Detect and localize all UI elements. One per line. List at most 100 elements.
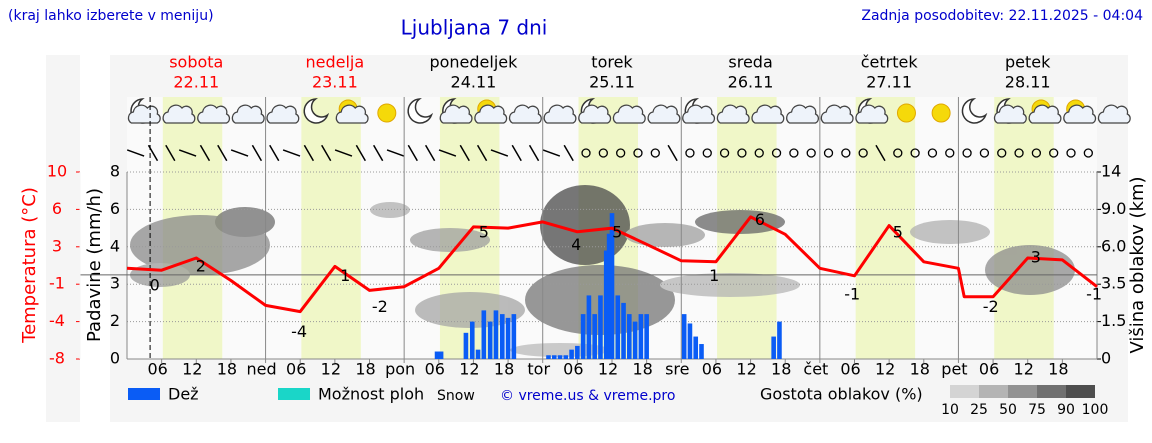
y3-tick-label: 9.0 bbox=[1101, 199, 1126, 218]
wind-barb bbox=[490, 149, 509, 157]
rain-bar bbox=[586, 295, 592, 359]
rain-bar bbox=[463, 332, 469, 359]
rain-bar bbox=[621, 302, 626, 359]
cloud-legend-tick: 50 bbox=[999, 402, 1017, 418]
daylight-band bbox=[855, 97, 916, 359]
y3-tick-label: 0 bbox=[1101, 349, 1111, 368]
calm-wind bbox=[823, 148, 834, 158]
daylight-band bbox=[994, 97, 1054, 359]
cloud bbox=[1028, 104, 1062, 124]
x-tick-label: čet bbox=[803, 360, 828, 379]
temperature-label: -2 bbox=[372, 297, 388, 316]
rain-bar bbox=[627, 314, 632, 359]
y-tick-label: 4 bbox=[110, 236, 120, 255]
hint: (kraj lahko izberete v meniju) bbox=[8, 8, 214, 24]
rain-bar bbox=[638, 314, 644, 359]
rain-bar bbox=[580, 314, 586, 359]
y-tick-label: 6 bbox=[110, 199, 120, 218]
calm-wind bbox=[945, 148, 955, 158]
rain-bar bbox=[487, 321, 493, 359]
calm-wind bbox=[910, 148, 920, 158]
snow-label: Snow bbox=[437, 388, 475, 404]
calm-wind bbox=[962, 148, 972, 158]
cloud-blob bbox=[215, 207, 275, 237]
x-tick-label: 12 bbox=[875, 360, 895, 379]
day-date: 24.11 bbox=[451, 73, 497, 92]
day-date: 25.11 bbox=[589, 73, 635, 92]
wind-barb bbox=[373, 144, 384, 162]
rain-bar bbox=[438, 351, 444, 359]
cloud bbox=[993, 104, 1027, 124]
rain-bar bbox=[546, 355, 551, 359]
cloud bbox=[751, 104, 785, 124]
y-tick-label: 3 bbox=[110, 274, 120, 293]
rain-bar bbox=[598, 295, 603, 359]
wind-barb bbox=[178, 149, 197, 157]
rain-bar bbox=[557, 355, 563, 359]
rain-bar bbox=[575, 345, 580, 359]
x-tick-label: 18 bbox=[771, 360, 791, 379]
wind-barbs bbox=[126, 144, 1093, 162]
wind-barb bbox=[355, 144, 366, 162]
x-tick-label: 12 bbox=[182, 360, 202, 379]
cloud bbox=[266, 104, 300, 124]
cloud bbox=[682, 104, 716, 124]
y-tick-label: 0 bbox=[110, 349, 120, 368]
wind-barb bbox=[476, 144, 488, 162]
temperature-label: -2 bbox=[983, 297, 999, 316]
cloud bbox=[1063, 104, 1097, 124]
day-name: ponedeljek bbox=[429, 53, 518, 72]
calm-wind bbox=[858, 148, 868, 158]
rain-bar bbox=[606, 233, 612, 359]
page-title: Ljubljana 7 dni bbox=[401, 16, 548, 40]
x-tick-label: 18 bbox=[217, 360, 237, 379]
rain-bar bbox=[771, 336, 776, 359]
day-name: petek bbox=[1005, 53, 1051, 72]
calm-wind bbox=[719, 148, 730, 158]
x-tick-label: 12 bbox=[459, 360, 479, 379]
temperature-line bbox=[126, 215, 1098, 314]
calm-wind bbox=[737, 148, 747, 158]
rain-bar bbox=[551, 355, 557, 359]
rain-bar bbox=[481, 310, 487, 359]
calm-wind bbox=[771, 148, 782, 158]
x-tick-label: 06 bbox=[286, 360, 306, 379]
day-name: nedelja bbox=[306, 53, 365, 72]
wind-barb bbox=[528, 144, 540, 162]
x-tick-label: 06 bbox=[147, 360, 167, 379]
cloud-blob bbox=[410, 228, 490, 252]
rain-bar bbox=[563, 355, 569, 359]
calm-wind bbox=[581, 148, 591, 158]
moon bbox=[407, 98, 434, 124]
calm-wind bbox=[997, 148, 1007, 158]
wind-barb bbox=[251, 144, 263, 162]
temperature-label: -4 bbox=[291, 322, 307, 341]
cloud-legend-swatch bbox=[950, 385, 979, 398]
cloud-legend-swatch bbox=[1066, 385, 1095, 398]
wind-barb bbox=[875, 144, 886, 162]
cloud-blob bbox=[910, 220, 990, 244]
rain-bar bbox=[505, 317, 511, 359]
sun bbox=[377, 103, 397, 123]
cloud bbox=[162, 104, 196, 124]
calm-wind bbox=[633, 148, 643, 158]
y2-tick-label: -4 bbox=[49, 311, 65, 330]
wind-barb bbox=[459, 144, 470, 162]
calm-wind bbox=[927, 148, 938, 158]
temperature-label: 4 bbox=[571, 235, 581, 254]
calm-wind bbox=[754, 148, 764, 158]
rain-bar bbox=[475, 349, 481, 359]
day-date: 26.11 bbox=[728, 73, 774, 92]
wind-barb bbox=[199, 144, 211, 162]
day-date: 22.11 bbox=[173, 73, 219, 92]
cloud-legend-tick: 90 bbox=[1057, 402, 1075, 418]
weather-icons bbox=[127, 98, 1131, 124]
y2-tick-label: -8 bbox=[49, 349, 65, 368]
cloud-legend-tick: 10 bbox=[941, 402, 959, 418]
wind-barb bbox=[407, 144, 418, 162]
cloud bbox=[335, 104, 369, 124]
x-tick-label: 18 bbox=[632, 360, 652, 379]
wind-barb bbox=[217, 144, 228, 162]
temperature-label: 5 bbox=[479, 222, 489, 241]
y2-tick-label: -1 bbox=[49, 274, 65, 293]
